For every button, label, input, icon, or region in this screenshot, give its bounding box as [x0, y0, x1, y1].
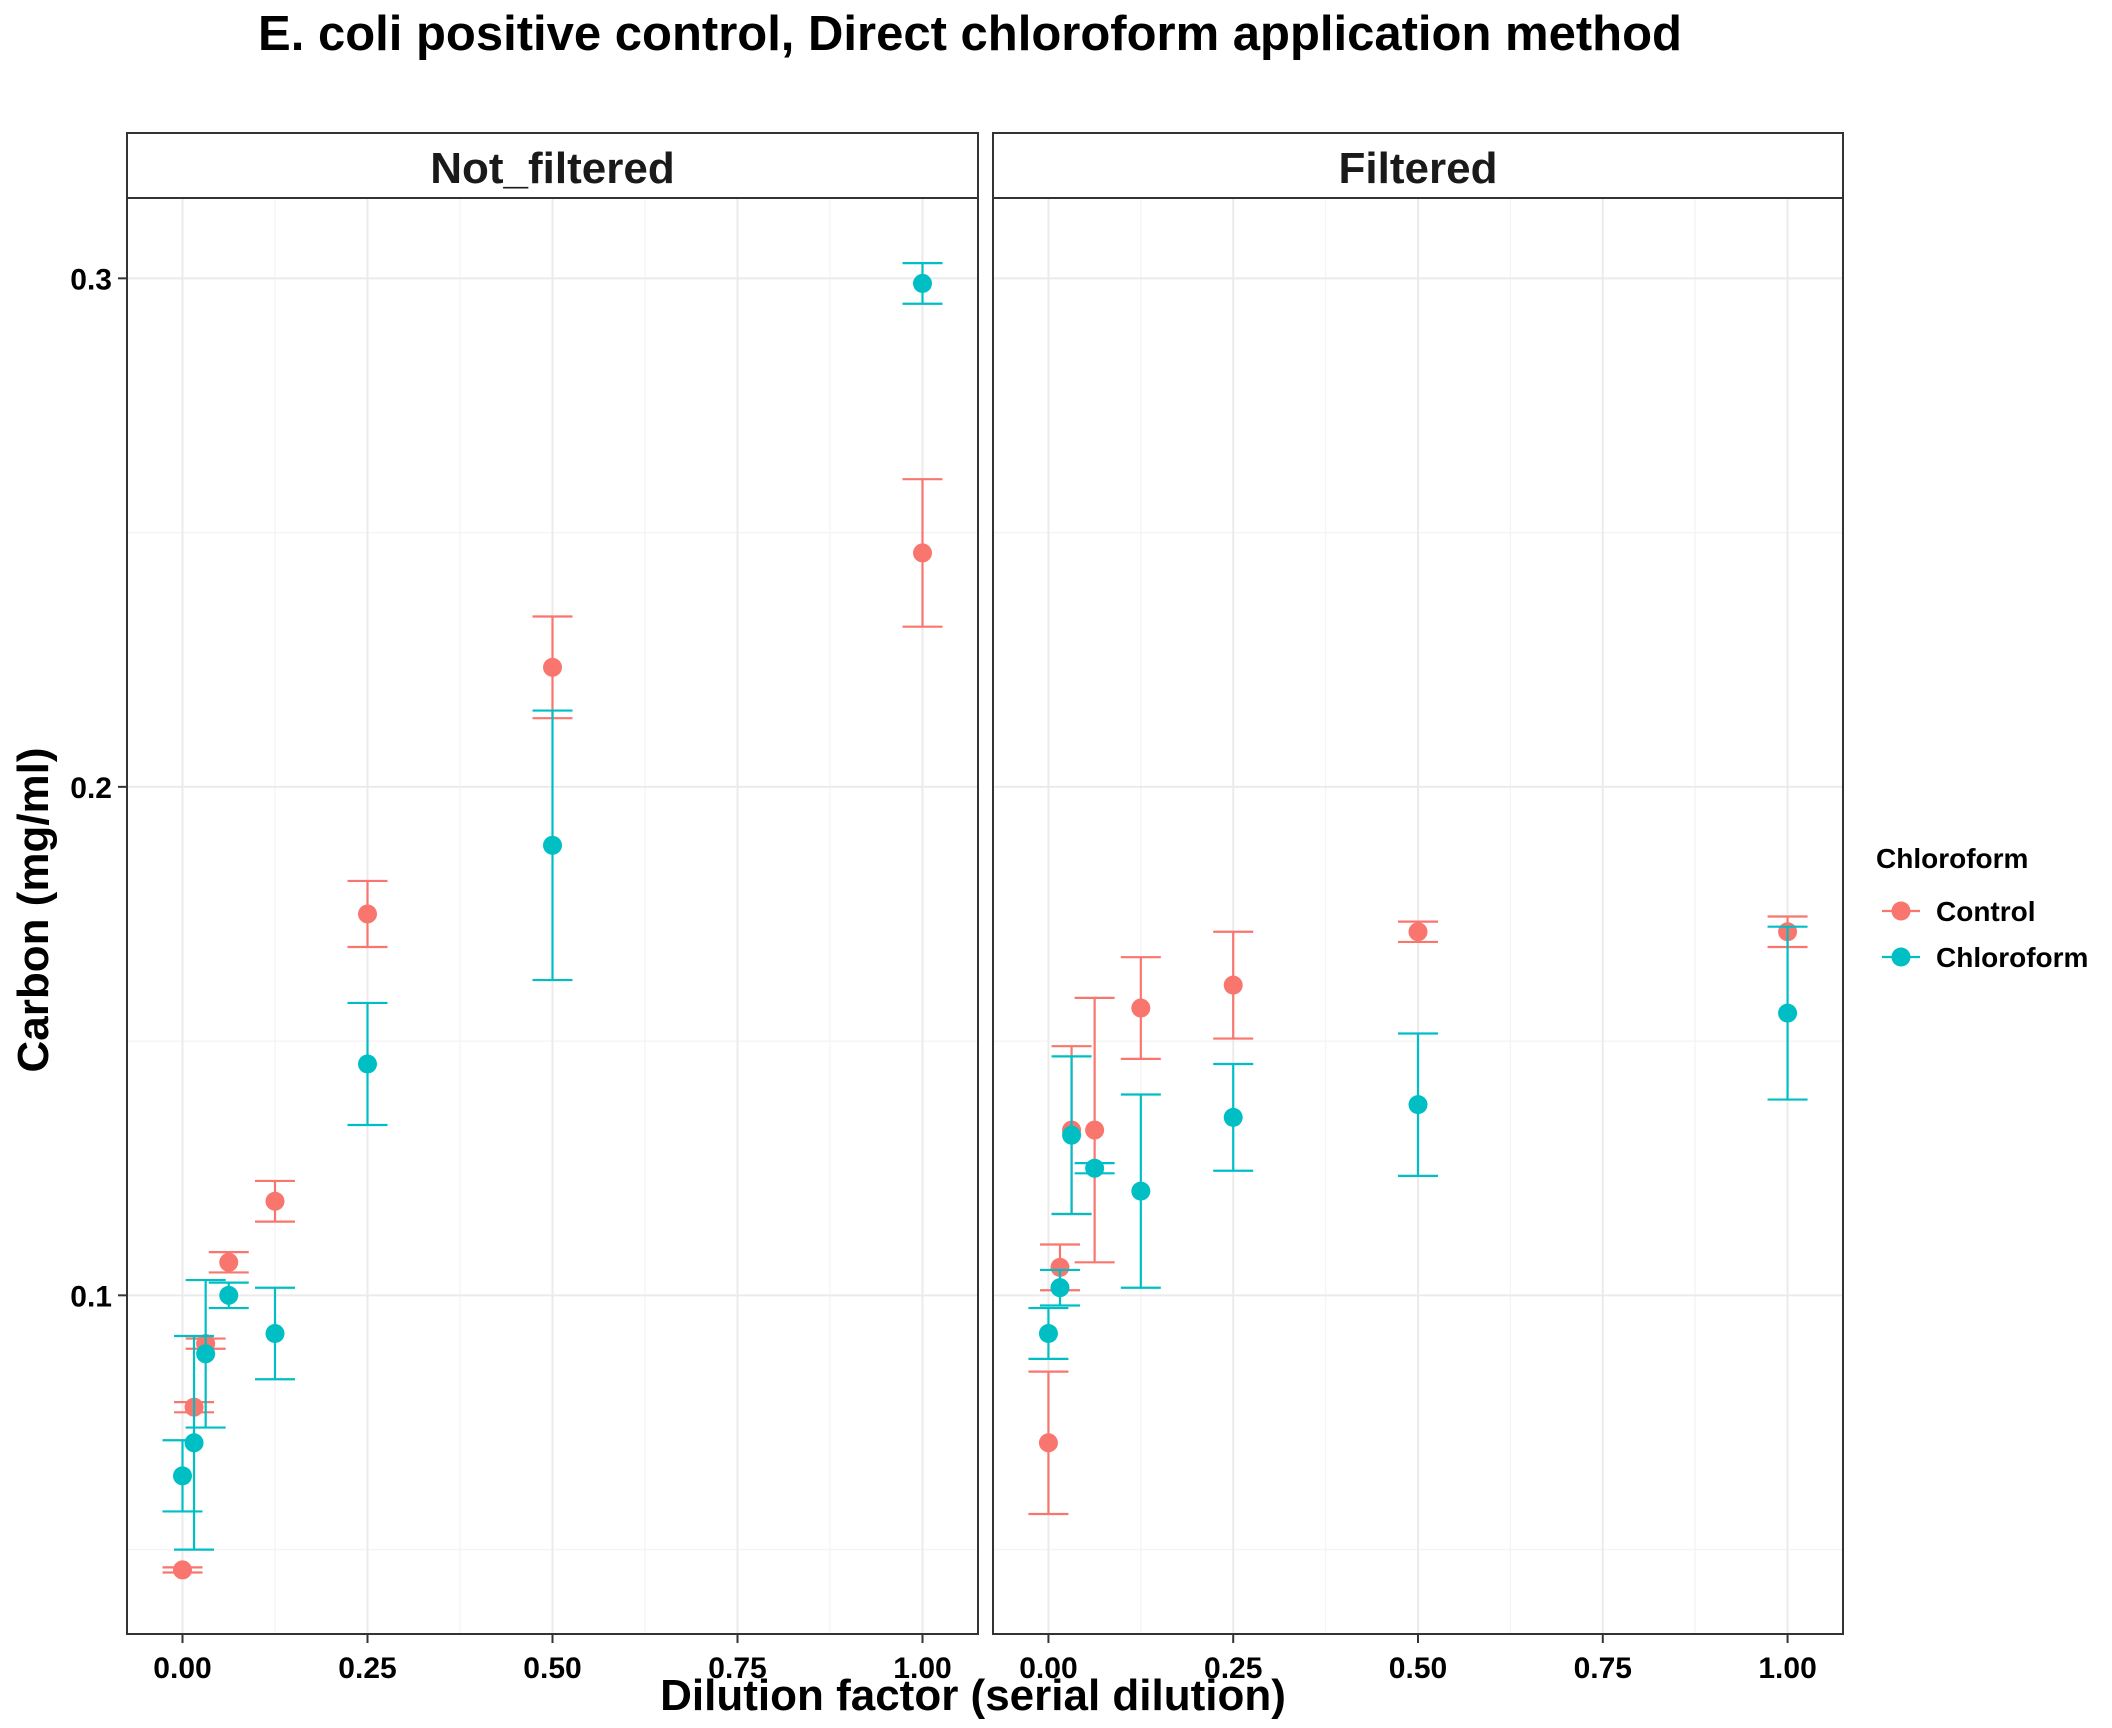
legend-title: Chloroform: [1876, 843, 2028, 874]
data-point: [1038, 1323, 1058, 1343]
series-chloroform: [1028, 925, 1808, 1361]
data-point: [358, 904, 377, 924]
data-point: [219, 1252, 239, 1272]
data-point: [173, 1466, 192, 1486]
data-point: [358, 1054, 377, 1074]
data-point: [1778, 1003, 1798, 1023]
data-point: [265, 1191, 285, 1211]
data-point: [1223, 975, 1243, 995]
y-tick-label: 0.3: [70, 263, 112, 296]
facet-strip: [992, 132, 1844, 199]
legend-item-control: Control: [1882, 896, 2036, 927]
data-point: [219, 1285, 239, 1305]
x-tick-label: 0.75: [1574, 1652, 1632, 1685]
data-point: [173, 1560, 192, 1580]
data-point: [913, 273, 932, 293]
y-tick-label: 0.1: [70, 1280, 112, 1313]
series-chloroform: [162, 261, 943, 1551]
legend-key-point: [1891, 947, 1911, 967]
y-axis-ticks: 0.1 0.2 0.3: [70, 263, 127, 1313]
data-point: [184, 1433, 204, 1453]
data-point: [1131, 1181, 1151, 1201]
x-tick-label: 1.00: [1758, 1652, 1816, 1685]
data-point: [543, 657, 562, 677]
legend-label: Control: [1936, 896, 2036, 927]
facet-strip-label: Not_filtered: [430, 144, 674, 193]
x-tick-label: 0.25: [1204, 1652, 1262, 1685]
data-point: [1408, 1095, 1428, 1115]
data-point: [196, 1344, 216, 1364]
data-point: [265, 1323, 285, 1343]
legend: Chloroform Control Chloroform: [1876, 843, 2088, 973]
data-point: [1131, 998, 1151, 1018]
legend-label: Chloroform: [1936, 942, 2088, 973]
data-point: [543, 835, 562, 855]
x-tick-label: 0.50: [1389, 1652, 1447, 1685]
facet-strip: [126, 132, 979, 199]
x-tick-label: 1.00: [893, 1652, 951, 1685]
x-tick-label: 0.75: [708, 1652, 766, 1685]
panel-filtered: Filtered 0.00 0.25 0.50 0.75 1.00: [992, 132, 1844, 1685]
x-tick-label: 0.00: [153, 1652, 211, 1685]
data-point: [1085, 1158, 1105, 1178]
data-point: [1050, 1257, 1070, 1277]
facet-strip-label: Filtered: [1339, 144, 1498, 193]
series-control: [162, 478, 943, 1580]
data-point: [1050, 1278, 1070, 1298]
x-tick-label: 0.50: [523, 1652, 581, 1685]
y-axis-title: Carbon (mg/ml): [9, 747, 58, 1072]
data-point: [1085, 1120, 1105, 1140]
legend-item-chloroform: Chloroform: [1882, 942, 2088, 973]
panel-not-filtered: Not_filtered 0.00 0.25 0.50 0.75 1.00: [126, 132, 979, 1685]
data-point: [913, 543, 932, 563]
x-tick-label: 0.25: [338, 1652, 396, 1685]
data-point: [1408, 922, 1428, 942]
data-point: [1062, 1125, 1082, 1145]
data-point: [1038, 1433, 1058, 1453]
legend-key-point: [1891, 901, 1911, 921]
chart-title: E. coli positive control, Direct chlorof…: [258, 7, 1682, 61]
x-axis-title: Dilution factor (serial dilution): [660, 1671, 1286, 1720]
x-tick-label: 0.00: [1019, 1652, 1077, 1685]
data-point: [1223, 1107, 1243, 1127]
y-tick-label: 0.2: [70, 772, 112, 805]
